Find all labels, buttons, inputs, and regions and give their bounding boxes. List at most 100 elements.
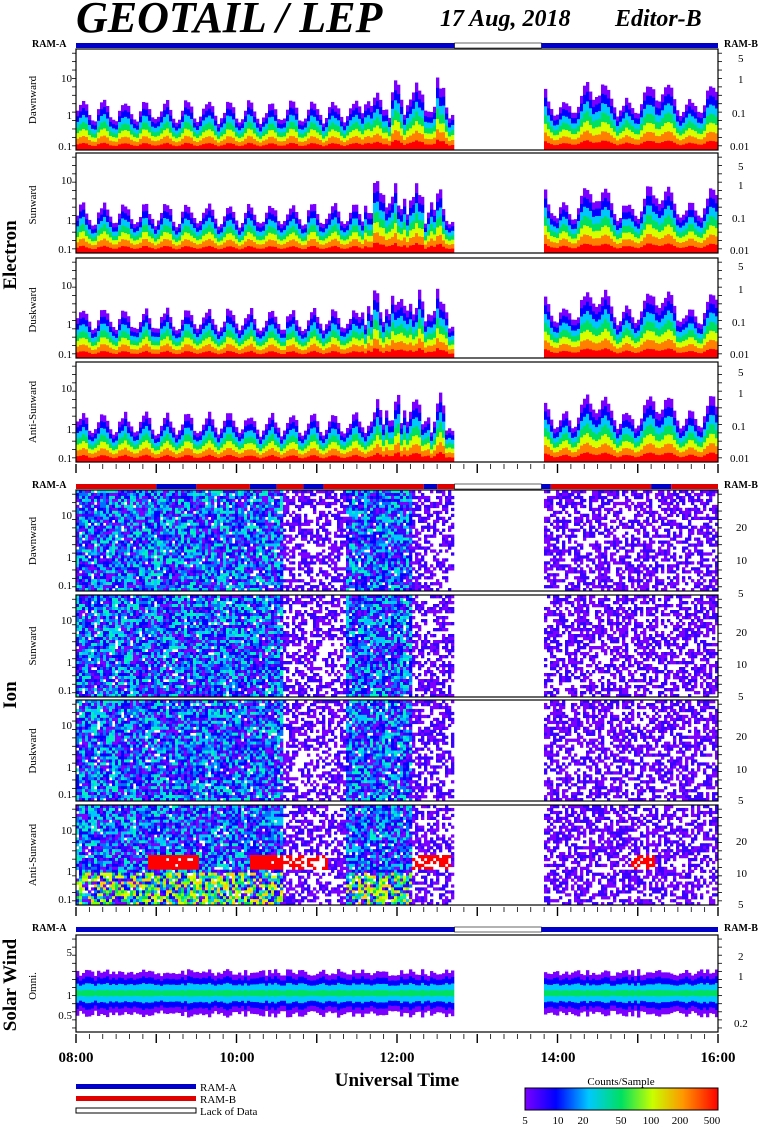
heat-cell	[172, 123, 175, 128]
heat-cell	[700, 118, 703, 124]
heat-cell	[550, 144, 553, 150]
heat-cell	[112, 124, 115, 129]
heat-cell	[664, 141, 667, 150]
heat-cell	[604, 86, 607, 95]
heat-cell	[106, 241, 109, 248]
heat-cell	[307, 247, 310, 253]
heat-cell	[94, 138, 97, 142]
heat-cell	[625, 135, 628, 143]
heat-cell	[82, 129, 85, 136]
heat-cell	[109, 222, 112, 227]
heat-cell	[385, 110, 388, 116]
heat-cell	[184, 129, 187, 136]
x-tick-label: 08:00	[59, 1050, 94, 1066]
heat-cell	[139, 111, 142, 117]
heat-cell	[439, 124, 442, 133]
heat-cell	[316, 236, 319, 242]
heat-cell	[202, 219, 205, 225]
heat-cell	[79, 205, 82, 212]
heat-cell	[88, 120, 91, 125]
heat-cell	[652, 133, 655, 142]
heat-cell	[583, 113, 586, 122]
heat-cell	[577, 144, 580, 150]
heat-cell	[622, 106, 625, 113]
heat-cell	[601, 84, 604, 94]
heat-cell	[346, 126, 349, 131]
heat-cell	[100, 234, 103, 241]
heat-cell	[292, 122, 295, 129]
heat-cell	[655, 100, 658, 107]
tick-label: 10	[736, 555, 748, 567]
heat-cell	[274, 115, 277, 121]
heat-cell	[127, 118, 130, 125]
heat-cell	[289, 136, 292, 143]
heat-cell	[85, 236, 88, 242]
heat-cell	[280, 228, 283, 232]
heat-cell	[229, 109, 232, 116]
heat-cell	[712, 106, 715, 115]
heat-cell	[325, 123, 328, 128]
heat-cell	[409, 114, 412, 122]
heat-cell	[169, 139, 172, 145]
heat-cell	[253, 133, 256, 139]
heat-cell	[130, 234, 133, 239]
heat-cell	[433, 131, 436, 137]
heat-cell	[226, 102, 229, 109]
heat-cell	[145, 109, 148, 116]
heat-cell	[331, 129, 334, 136]
heat-cell	[316, 242, 319, 248]
heat-cell	[178, 141, 181, 146]
heat-cell	[580, 135, 583, 143]
heat-cell	[181, 224, 184, 230]
heat-cell	[121, 225, 124, 232]
heat-cell	[154, 230, 157, 234]
heat-cell	[133, 245, 136, 249]
tick-label: 0.1	[732, 421, 746, 433]
heat-cell	[172, 128, 175, 133]
tick-label: 10	[61, 280, 73, 292]
heat-cell	[376, 101, 379, 109]
x-tick-label: 12:00	[380, 1050, 415, 1066]
heat-cell	[589, 142, 592, 151]
heat-cell	[142, 204, 145, 211]
heat-cell	[433, 119, 436, 125]
heat-cell	[385, 138, 388, 144]
heat-cell	[646, 132, 649, 141]
heat-cell	[301, 233, 304, 237]
heat-cell	[100, 136, 103, 143]
heat-cell	[106, 144, 109, 151]
heat-cell	[85, 219, 88, 225]
heat-cell	[229, 246, 232, 253]
heat-cell	[166, 239, 169, 246]
heat-cell	[277, 221, 280, 226]
heat-cell	[223, 227, 226, 233]
heat-cell	[112, 232, 115, 237]
heat-cell	[175, 142, 178, 146]
heat-cell	[88, 130, 91, 135]
tick-label: 0.1	[58, 685, 72, 697]
heat-cell	[178, 224, 181, 228]
heat-cell	[403, 120, 406, 125]
heat-cell	[130, 229, 133, 234]
heat-cell	[625, 105, 628, 113]
heat-cell	[253, 231, 256, 237]
heat-cell	[544, 98, 547, 107]
heat-cell	[688, 135, 691, 143]
heat-cell	[385, 121, 388, 127]
heat-cell	[229, 123, 232, 130]
heat-cell	[100, 143, 103, 150]
heat-cell	[109, 131, 112, 136]
heat-cell	[229, 213, 232, 220]
heat-cell	[370, 137, 373, 144]
heat-cell	[190, 236, 193, 242]
legend-label-lack: Lack of Data	[200, 1106, 258, 1118]
heat-cell	[268, 213, 271, 220]
heat-cell	[247, 107, 250, 114]
heat-cell	[145, 123, 148, 130]
heat-cell	[322, 139, 325, 143]
heat-cell	[190, 241, 193, 247]
heat-cell	[178, 133, 181, 138]
heat-cell	[445, 126, 448, 132]
heat-cell	[283, 244, 286, 249]
heat-cell	[154, 245, 157, 249]
